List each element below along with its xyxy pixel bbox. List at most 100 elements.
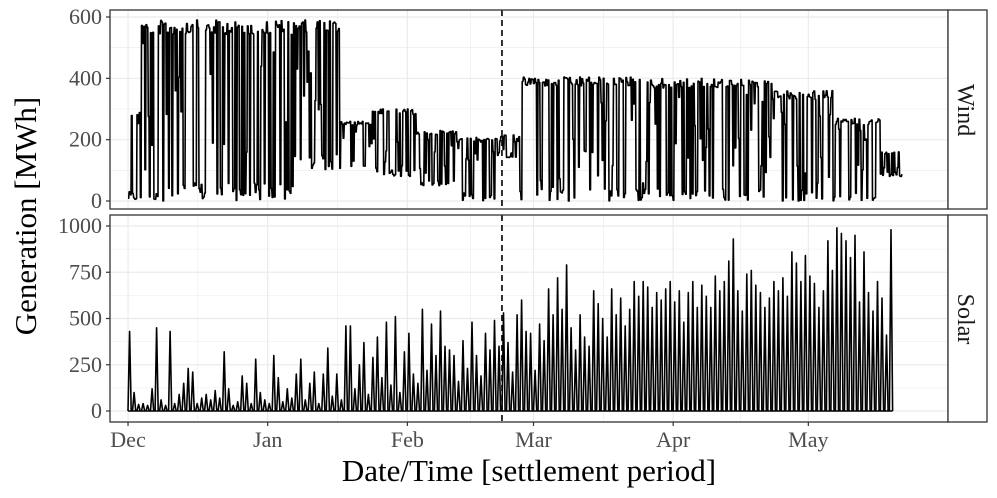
solar-daily-peak	[447, 349, 452, 412]
solar-daily-peak	[424, 369, 430, 412]
solar-daily-peak	[586, 345, 592, 412]
solar-series	[127, 227, 894, 412]
solar-daily-peak	[519, 299, 524, 412]
solar-daily-peak	[172, 402, 177, 412]
solar-daily-peak	[681, 321, 687, 412]
solar-daily-peak	[879, 297, 885, 412]
solar-daily-peak	[685, 291, 691, 412]
solar-daily-peak	[176, 393, 182, 412]
solar-daily-peak	[330, 395, 335, 412]
wind-y-tick-label: 200	[69, 127, 102, 152]
solar-daily-peak	[438, 310, 443, 412]
solar-daily-peak	[469, 321, 475, 412]
solar-daily-peak	[406, 332, 412, 412]
solar-daily-peak	[816, 306, 822, 412]
solar-daily-peak	[253, 358, 259, 412]
solar-daily-peak	[676, 290, 682, 412]
solar-daily-peak	[541, 339, 547, 412]
wind-series-line	[127, 19, 903, 202]
x-tick-label: Apr	[656, 427, 691, 452]
x-tick-label: Dec	[110, 427, 146, 452]
solar-daily-peak	[631, 280, 637, 412]
solar-daily-peak	[564, 264, 569, 412]
solar-daily-peak	[712, 275, 718, 412]
solar-daily-peak	[825, 240, 831, 412]
solar-daily-peak	[595, 302, 601, 412]
solar-daily-peak	[753, 284, 759, 412]
x-tick-label: Mar	[515, 427, 552, 452]
solar-daily-peak	[239, 375, 245, 412]
solar-daily-peak	[483, 332, 488, 412]
solar-y-tick-label: 0	[91, 398, 102, 423]
solar-daily-peak	[145, 404, 150, 412]
solar-daily-peak	[703, 295, 709, 412]
solar-daily-peak	[785, 295, 790, 412]
solar-daily-peak	[352, 388, 358, 412]
solar-daily-peak	[465, 367, 470, 412]
solar-daily-peak	[442, 345, 448, 412]
solar-daily-peak	[212, 389, 218, 412]
solar-daily-peak	[848, 256, 853, 412]
solar-daily-peak	[361, 341, 367, 412]
solar-daily-peak	[861, 251, 867, 412]
solar-daily-peak	[658, 299, 664, 412]
solar-daily-peak	[163, 404, 168, 412]
solar-daily-peak	[667, 280, 673, 412]
solar-daily-peak	[456, 380, 461, 412]
solar-daily-peak	[613, 314, 619, 412]
solar-daily-peak	[694, 306, 700, 412]
solar-daily-peak	[857, 301, 862, 412]
solar-daily-peak	[190, 371, 196, 412]
solar-daily-peak	[749, 269, 754, 412]
solar-daily-peak	[339, 399, 344, 412]
solar-daily-peak	[325, 347, 331, 412]
solar-daily-peak	[852, 234, 858, 412]
solar-daily-peak	[762, 306, 768, 412]
solar-daily-peak	[226, 388, 232, 412]
x-tick-labels: Dec Jan Feb Mar Apr May	[110, 422, 828, 452]
solar-daily-peak	[217, 397, 223, 412]
wind-y-tick-label: 400	[69, 65, 102, 90]
solar-daily-peak	[208, 399, 214, 412]
solar-daily-peak	[203, 393, 209, 412]
solar-daily-peak	[343, 325, 349, 412]
solar-daily-peak	[721, 280, 727, 412]
solar-daily-peak	[460, 339, 466, 412]
solar-daily-peak	[573, 349, 578, 412]
solar-daily-peak	[474, 354, 479, 412]
solar-daily-peak	[834, 227, 840, 412]
solar-daily-peak	[505, 341, 511, 412]
solar-daily-peak	[194, 402, 200, 412]
solar-daily-peak	[514, 314, 520, 412]
solar-daily-peak	[622, 325, 628, 412]
x-axis-title: Date/Time [settlement period]	[342, 453, 716, 488]
solar-daily-peak	[284, 388, 290, 412]
solar-daily-peak	[334, 373, 340, 412]
solar-daily-peak	[402, 351, 407, 412]
solar-daily-peak	[158, 399, 164, 412]
solar-daily-peak	[289, 397, 295, 412]
solar-daily-peak	[393, 315, 398, 412]
solar-daily-peak	[532, 369, 538, 412]
solar-daily-peak	[866, 291, 871, 412]
x-tick-label: May	[788, 427, 828, 452]
solar-daily-peak	[618, 297, 624, 412]
solar-y-tick-label: 750	[69, 259, 102, 284]
solar-y-tick-label: 250	[69, 352, 102, 377]
solar-daily-peak	[537, 323, 542, 412]
wind-strip	[947, 9, 988, 210]
solar-daily-peak	[672, 301, 678, 412]
solar-daily-peak	[510, 371, 515, 412]
solar-daily-peak	[690, 280, 696, 412]
solar-daily-peak	[429, 323, 434, 412]
solar-daily-peak	[154, 327, 159, 412]
wind-y-tick-label: 600	[69, 4, 102, 29]
solar-daily-peak	[821, 290, 826, 412]
solar-daily-peak	[420, 308, 425, 412]
solar-daily-peak	[384, 321, 389, 412]
solar-daily-peak	[875, 280, 880, 412]
solar-daily-peak	[591, 290, 596, 412]
solar-daily-peak	[316, 402, 322, 412]
solar-y-tick-label: 500	[69, 306, 102, 331]
